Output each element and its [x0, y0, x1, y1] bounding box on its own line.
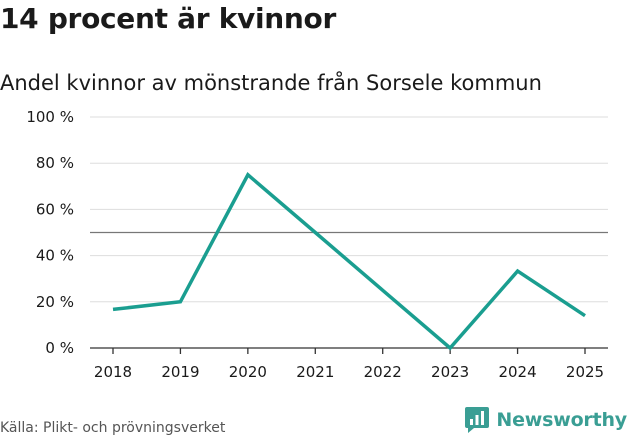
- x-tick-label: 2022: [364, 363, 402, 381]
- brand-name: Newsworthy: [496, 409, 627, 431]
- y-tick-label: 20 %: [36, 293, 74, 311]
- y-tick-label: 0 %: [45, 339, 74, 357]
- x-axis-labels: 2018 2019 2020 2021 2022 2023 2024 2025: [94, 363, 604, 381]
- y-tick-label: 100 %: [26, 108, 74, 126]
- brand-logo: Newsworthy: [464, 406, 627, 434]
- source-note: Källa: Plikt- och prövningsverket: [0, 420, 226, 436]
- chart-subtitle: Andel kvinnor av mönstrande från Sorsele…: [0, 71, 542, 95]
- x-tick-label: 2018: [94, 363, 132, 381]
- line-chart: 0 % 20 % 40 % 60 % 80 % 100 % 2018 2019 2020 202…: [26, 108, 608, 381]
- chart-title: 14 procent är kvinnor: [0, 2, 336, 35]
- x-tick-label: 2025: [566, 363, 604, 381]
- y-axis-labels: 0 % 20 % 40 % 60 % 80 % 100 %: [26, 108, 74, 357]
- y-tick-label: 80 %: [36, 154, 74, 172]
- x-tick-label: 2024: [498, 363, 536, 381]
- x-tick-label: 2021: [296, 363, 334, 381]
- gridlines: [90, 116, 608, 303]
- y-tick-label: 40 %: [36, 247, 74, 265]
- x-tick-label: 2023: [431, 363, 469, 381]
- newsworthy-logo-icon: [465, 407, 490, 433]
- x-axis: [90, 347, 608, 354]
- series-line: [112, 172, 586, 351]
- x-tick-label: 2019: [161, 363, 199, 381]
- x-tick-label: 2020: [229, 363, 267, 381]
- y-tick-label: 60 %: [36, 200, 74, 218]
- series-layer: [112, 172, 586, 351]
